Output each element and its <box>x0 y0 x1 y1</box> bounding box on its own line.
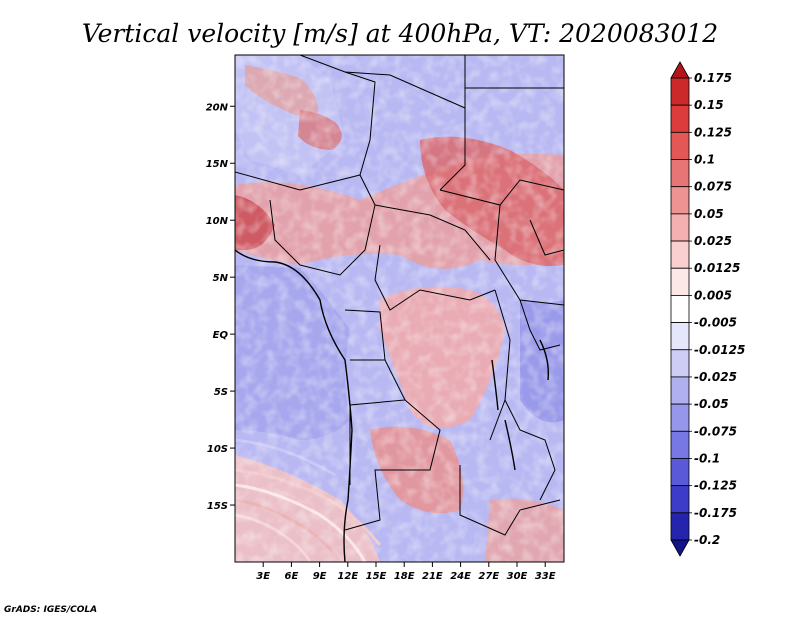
coastline-west <box>235 249 353 562</box>
x-tick-label: 33E <box>535 571 556 582</box>
colorbar-band <box>670 213 690 242</box>
colorbar-level-label: -0.125 <box>694 479 737 493</box>
border-libya-algeria <box>299 55 466 109</box>
colorbar-band <box>670 458 690 487</box>
x-tick-label: 12E <box>337 571 358 582</box>
y-axis: 20N 15N 10N 5N EQ 5S 10S 15S <box>206 102 235 512</box>
colorbar-level-label: 0.15 <box>694 98 724 112</box>
border-chad-car <box>374 204 491 261</box>
field-speckle <box>235 55 564 562</box>
y-tick-label: 5S <box>214 387 228 398</box>
colorbar-level-label: -0.2 <box>694 533 720 547</box>
x-tick-label: 3E <box>256 571 270 582</box>
colorbar-level-label: -0.075 <box>694 424 737 438</box>
colorbar-band <box>670 104 690 133</box>
colorbar-band <box>670 512 690 541</box>
map-frame <box>234 54 565 563</box>
colorbar-level-label: 0.05 <box>694 207 724 221</box>
x-tick-label: 6E <box>285 571 299 582</box>
colorbar-band <box>670 295 690 323</box>
x-tick-label: 18E <box>394 571 415 582</box>
country-borders <box>235 55 564 536</box>
border-gabon <box>344 309 386 361</box>
border-kenya <box>519 299 561 351</box>
colorbar-bottom-arrow <box>670 539 690 557</box>
x-tick-label: 27E <box>478 571 499 582</box>
colorbar-band <box>670 240 690 269</box>
chart-title: Vertical velocity [m/s] at 400hPa, VT: 2… <box>82 19 718 48</box>
border-angola <box>349 359 406 485</box>
colorbar-level-label: -0.0125 <box>694 343 745 357</box>
x-tick-label: 21E <box>422 571 443 582</box>
y-tick-label: 15N <box>206 159 229 170</box>
lake-victoria <box>539 339 550 381</box>
border-tanzania-mozambique <box>504 399 556 501</box>
colorbar-band <box>670 430 690 459</box>
colorbar-level-label: 0.1 <box>694 153 715 167</box>
colorbar-level-label: 0.005 <box>694 288 732 302</box>
x-axis: 3E 6E 9E 12E 15E 18E 21E 24E 27E 30E 33E <box>256 562 556 582</box>
x-tick-label: 15E <box>366 571 387 582</box>
border-egypt-sudan <box>439 55 466 191</box>
colorbar-band <box>670 376 690 405</box>
colorbar-band <box>670 159 690 188</box>
x-tick-label: 9E <box>313 571 327 582</box>
credit-label: GrADS: IGES/COLA <box>4 605 97 615</box>
colorbar-band <box>670 267 690 296</box>
colorbar-level-label: 0.175 <box>694 71 732 85</box>
border-zambia <box>404 399 441 471</box>
border-drc-east <box>489 289 511 441</box>
colorbar-level-label: 0.125 <box>694 125 732 139</box>
lake-malawi <box>504 419 516 471</box>
y-tick-label: 10N <box>206 216 229 227</box>
colorbar: 0.175 0.15 0.125 0.1 0.075 0.05 0.025 0.0125 0.0… <box>670 61 745 557</box>
colorbar-level-label: -0.005 <box>694 316 737 330</box>
y-tick-label: 15S <box>207 501 228 512</box>
y-tick-label: 20N <box>206 102 229 113</box>
colorbar-band <box>670 131 690 160</box>
colorbar-band <box>670 485 690 514</box>
colorbar-band <box>670 186 690 215</box>
y-tick-label: 5N <box>213 273 229 284</box>
map-panel <box>235 55 564 562</box>
x-tick-label: 24E <box>450 571 471 582</box>
colorbar-band <box>670 77 690 106</box>
lake-tanganyika <box>491 359 499 411</box>
border-south-sudan <box>494 204 564 306</box>
border-namibia <box>344 469 405 531</box>
colorbar-level-label: 0.0125 <box>694 261 740 275</box>
colorbar-level-label: -0.025 <box>694 370 737 384</box>
border-nigeria-west <box>269 199 301 266</box>
colorbar-level-label: 0.075 <box>694 180 732 194</box>
border-ethiopia-east <box>529 219 564 256</box>
colorbar-level-label: -0.05 <box>694 397 729 411</box>
colorbar-band <box>670 403 690 432</box>
colorbar-band <box>670 322 690 351</box>
border-sudan-ethiopia <box>439 179 564 206</box>
y-tick-label: 10S <box>207 444 228 455</box>
colorbar-level-label: 0.025 <box>694 234 732 248</box>
colorbar-level-label: -0.1 <box>694 451 720 465</box>
border-cameroon-car <box>374 244 496 311</box>
colorbar-top-arrow <box>670 61 690 79</box>
colorbar-level-label: -0.175 <box>694 506 737 520</box>
border-zimbabwe <box>459 465 561 536</box>
colorbar-band <box>670 349 690 378</box>
border-niger-libya <box>344 71 376 176</box>
y-tick-label: EQ <box>213 330 229 341</box>
coastlines <box>235 249 550 562</box>
x-tick-label: 30E <box>507 571 528 582</box>
